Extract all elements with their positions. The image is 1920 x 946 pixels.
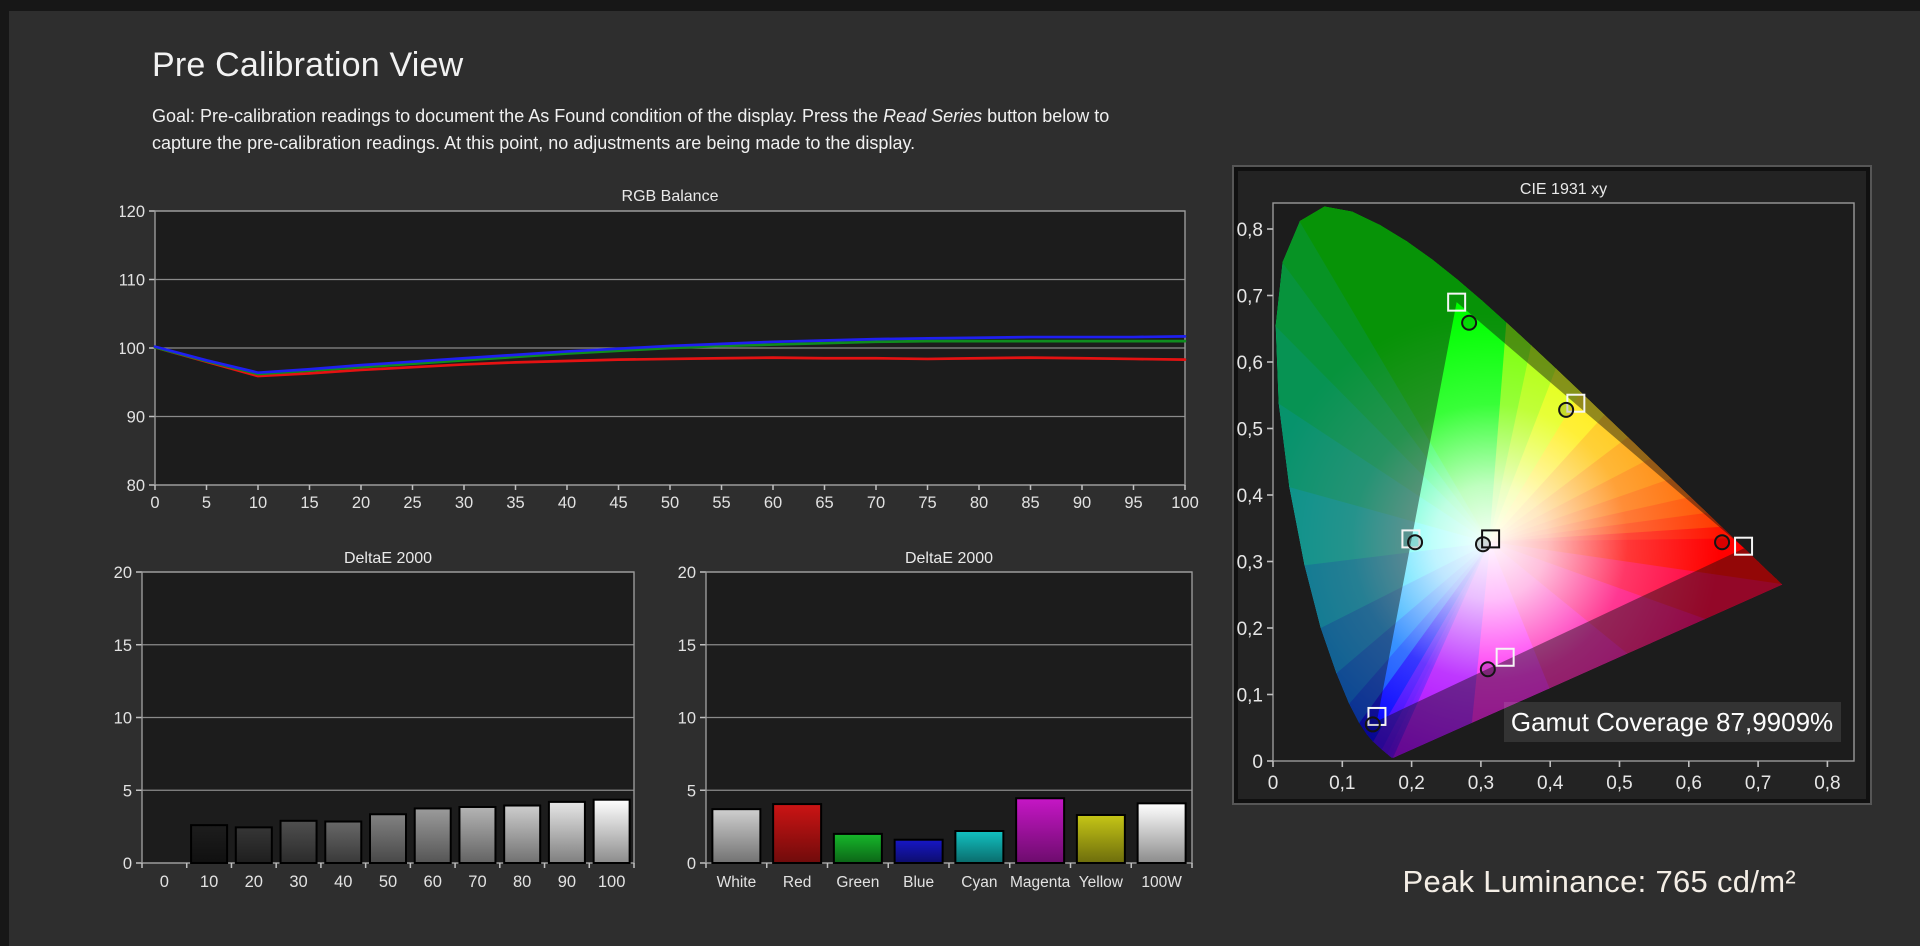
svg-text:0,6: 0,6 — [1237, 353, 1263, 374]
svg-text:95: 95 — [1124, 494, 1142, 512]
svg-text:70: 70 — [468, 873, 486, 891]
deltae-grayscale-chart: 0 5 10 15 20 0 10 20 30 40 50 60 70 80 90 100 — [105, 548, 660, 900]
svg-text:120: 120 — [120, 203, 145, 221]
svg-text:0,1: 0,1 — [1329, 773, 1355, 794]
svg-text:White: White — [717, 874, 757, 891]
rgb-balance-plot: 80 90 100 110 120 0 5 10 15 20 25 30 35 40 45 50 55 60 65 7… — [117, 203, 1199, 512]
svg-text:80: 80 — [513, 873, 531, 891]
svg-text:Gamut Coverage 87,9909%: Gamut Coverage 87,9909% — [1511, 707, 1833, 737]
svg-text:40: 40 — [334, 873, 352, 891]
svg-text:0,2: 0,2 — [1398, 773, 1424, 794]
svg-text:100W: 100W — [1141, 874, 1182, 891]
svg-text:25: 25 — [403, 494, 421, 512]
svg-text:Cyan: Cyan — [961, 874, 997, 891]
svg-text:0: 0 — [1252, 752, 1263, 773]
svg-text:50: 50 — [379, 873, 397, 891]
svg-text:0,1: 0,1 — [1237, 686, 1263, 707]
rgb-balance-title: RGB Balance — [621, 188, 719, 205]
svg-text:10: 10 — [114, 710, 132, 728]
svg-text:0,2: 0,2 — [1237, 619, 1263, 640]
svg-text:0,5: 0,5 — [1606, 773, 1632, 794]
svg-text:80: 80 — [127, 477, 145, 495]
svg-text:85: 85 — [1021, 494, 1039, 512]
svg-text:35: 35 — [506, 494, 524, 512]
svg-text:50: 50 — [661, 494, 679, 512]
svg-text:0,4: 0,4 — [1237, 486, 1264, 507]
svg-text:90: 90 — [558, 873, 576, 891]
cie-1931-plot: 0 0,1 0,2 0,3 0,4 0,5 0,6 0,7 0,8 0 0,1 0,2 0,3 0,4 0,… — [1237, 202, 1855, 794]
svg-text:45: 45 — [609, 494, 627, 512]
deltae-grayscale-plot: 0 5 10 15 20 0 10 20 30 40 50 60 70 80 90 100 — [114, 564, 635, 891]
svg-text:0,8: 0,8 — [1237, 220, 1263, 241]
deltae-grayscale-title: DeltaE 2000 — [343, 550, 433, 567]
svg-text:15: 15 — [678, 637, 696, 655]
svg-text:65: 65 — [815, 494, 833, 512]
svg-text:55: 55 — [712, 494, 730, 512]
svg-text:0: 0 — [687, 855, 696, 873]
svg-text:100: 100 — [1171, 494, 1199, 512]
svg-text:Green: Green — [836, 874, 879, 891]
deltae-colors-title: DeltaE 2000 — [904, 550, 994, 567]
svg-text:0,5: 0,5 — [1237, 420, 1263, 441]
svg-text:20: 20 — [245, 873, 263, 891]
svg-text:10: 10 — [200, 873, 218, 891]
svg-text:70: 70 — [867, 494, 885, 512]
svg-text:5: 5 — [123, 782, 132, 800]
svg-text:5: 5 — [687, 782, 696, 800]
svg-text:0: 0 — [1268, 773, 1279, 794]
goal-text: Goal: Pre-calibration readings to docume… — [152, 103, 1109, 157]
svg-text:10: 10 — [678, 710, 696, 728]
goal-line1-italic: Read Series — [883, 106, 983, 126]
svg-text:20: 20 — [678, 564, 696, 582]
svg-text:0,8: 0,8 — [1814, 773, 1840, 794]
svg-text:80: 80 — [970, 494, 988, 512]
svg-text:60: 60 — [424, 873, 442, 891]
svg-text:30: 30 — [289, 873, 307, 891]
svg-text:0,4: 0,4 — [1537, 773, 1564, 794]
svg-text:20: 20 — [114, 564, 132, 582]
svg-text:Yellow: Yellow — [1079, 874, 1124, 891]
svg-text:10: 10 — [249, 494, 267, 512]
svg-text:0,7: 0,7 — [1745, 773, 1771, 794]
svg-text:Red: Red — [783, 874, 811, 891]
svg-text:15: 15 — [300, 494, 318, 512]
window-left-edge — [0, 0, 9, 946]
svg-text:15: 15 — [114, 637, 132, 655]
window-top-edge — [0, 0, 1920, 11]
svg-text:100: 100 — [120, 340, 145, 358]
svg-text:0,6: 0,6 — [1676, 773, 1702, 794]
svg-text:0: 0 — [123, 855, 132, 873]
rgb-balance-chart: 80 90 100 110 120 0 5 10 15 20 25 30 35 40 45 50 55 60 65 7… — [117, 185, 1200, 515]
svg-text:0: 0 — [160, 873, 169, 891]
svg-text:100: 100 — [598, 873, 626, 891]
goal-line2: capture the pre-calibration readings. At… — [152, 133, 916, 153]
svg-text:0,7: 0,7 — [1237, 287, 1263, 308]
svg-text:20: 20 — [352, 494, 370, 512]
svg-text:0: 0 — [150, 494, 159, 512]
svg-text:Magenta: Magenta — [1010, 874, 1071, 891]
svg-text:0,3: 0,3 — [1237, 553, 1263, 574]
svg-text:40: 40 — [558, 494, 576, 512]
peak-luminance-readout: Peak Luminance: 765 cd/m² — [1402, 864, 1796, 899]
svg-text:Blue: Blue — [903, 874, 934, 891]
cie-1931-title: CIE 1931 xy — [1519, 181, 1608, 198]
page-title: Pre Calibration View — [152, 46, 464, 84]
svg-text:110: 110 — [120, 272, 145, 290]
goal-line1-suffix: button below to — [982, 106, 1110, 126]
deltae-colors-plot: 0 5 10 15 20 White Red Green Blue Cyan Magenta Yell… — [678, 564, 1193, 891]
svg-text:0,3: 0,3 — [1468, 773, 1494, 794]
svg-text:90: 90 — [1073, 494, 1091, 512]
svg-text:5: 5 — [202, 494, 211, 512]
svg-text:75: 75 — [918, 494, 936, 512]
deltae-colors-chart: 0 5 10 15 20 White Red Green Blue Cyan Magenta Yell… — [670, 548, 1200, 905]
svg-text:60: 60 — [764, 494, 782, 512]
svg-text:90: 90 — [127, 409, 145, 427]
svg-text:30: 30 — [455, 494, 473, 512]
cie-1931-panel: CIE 1931 xy 0 0,1 0,2 0,3 0,4 0,5 0,6 0,7 0,8 0 0,… — [1232, 165, 1872, 805]
goal-line1-prefix: Goal: Pre-calibration readings to docume… — [152, 106, 884, 126]
